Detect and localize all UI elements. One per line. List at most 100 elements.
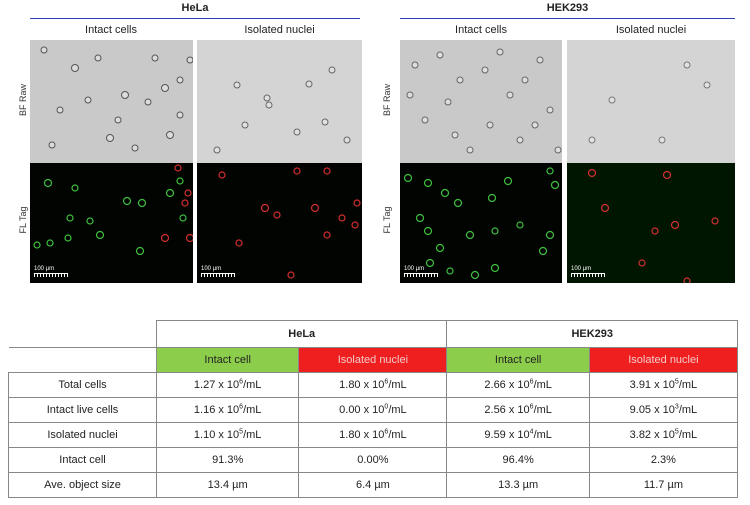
cell-exponent: 5 xyxy=(239,428,244,436)
cell-unit: /mL xyxy=(533,404,552,416)
cell-exponent: 6 xyxy=(239,378,244,386)
cell-value: 11.7 µm xyxy=(643,479,683,491)
row-label-bf-raw-left: BF Raw xyxy=(18,84,28,117)
fl-image-hek-intact: 100 µm xyxy=(400,163,562,283)
cell-exponent: 5 xyxy=(674,378,679,386)
cell-value: 0.00 x 10 xyxy=(339,404,385,416)
bf-cells xyxy=(40,46,193,152)
cell-value: 1.10 x 10 xyxy=(193,429,240,441)
fl-image-hela-intact: 100 µm xyxy=(30,163,193,283)
subheader-hek-nuclei: Isolated nuclei xyxy=(588,347,739,373)
bf-image-hek-intact xyxy=(400,40,562,163)
cell-value: 9.59 x 10 xyxy=(484,429,530,441)
table-group-header-row: HeLa HEK293 xyxy=(8,320,738,348)
cell-exponent: 5 xyxy=(674,428,679,436)
cell-unit: /mL xyxy=(533,379,552,391)
cell-exponent: 6 xyxy=(529,403,534,411)
table-cell: 13.4 µm xyxy=(155,472,300,498)
table-group-hela: HeLa xyxy=(155,320,448,348)
table-cell: 2.66 x 106/mL xyxy=(446,372,590,398)
table-row: Isolated nuclei 1.10 x 105/mL 1.80 x 106/m… xyxy=(8,422,739,448)
col-label-hela-nuclei: Isolated nuclei xyxy=(244,24,315,36)
bf-cells xyxy=(406,48,562,154)
cell-unit: /mL xyxy=(243,429,262,441)
table-cell: 2.56 x 106/mL xyxy=(446,397,590,423)
fl-image-hela-nuclei: 100 µm xyxy=(197,163,362,283)
cell-unit: /mL xyxy=(533,429,552,441)
scale-bar: 100 µm xyxy=(404,266,438,277)
row-label-fl-tag-right: FL Tag xyxy=(382,206,392,234)
cell-value: 9.05 x 10 xyxy=(629,404,675,416)
cell-value: 1.27 x 10 xyxy=(193,379,240,391)
cell-exponent: 6 xyxy=(529,378,534,386)
results-table: HeLa HEK293 Intact cell Isolated nuclei … xyxy=(8,320,739,498)
table-cell: 2.3% xyxy=(588,447,739,473)
scale-bar: 100 µm xyxy=(571,266,605,277)
table-cell: 11.7 µm xyxy=(588,472,739,498)
cell-exponent: 3 xyxy=(674,403,679,411)
table-row-label: Ave. object size xyxy=(8,472,157,498)
cell-exponent: 4 xyxy=(529,428,534,436)
cell-value: 3.91 x 10 xyxy=(629,379,675,391)
fl-image-hek-nuclei: 100 µm xyxy=(567,163,735,283)
cell-unit: /mL xyxy=(678,379,698,391)
cell-unit: /mL xyxy=(243,379,262,391)
table-row-label: Intact cell xyxy=(8,447,157,473)
cell-unit: /mL xyxy=(388,379,407,391)
cell-exponent: 6 xyxy=(239,403,244,411)
bf-image-hela-nuclei xyxy=(197,40,362,163)
table-row: Intact live cells 1.16 x 106/mL 0.00 x 100… xyxy=(8,397,739,423)
table-cell: 1.27 x 106/mL xyxy=(155,372,300,398)
subheader-hela-intact: Intact cell xyxy=(155,347,300,373)
cell-value: 3.82 x 10 xyxy=(629,429,675,441)
bf-nuclei xyxy=(588,61,711,144)
table-cell: 0.00 x 100/mL xyxy=(298,397,448,423)
group-underline-hela xyxy=(30,18,360,19)
table-corner-cell xyxy=(8,320,157,348)
cell-value: 2.3% xyxy=(650,454,676,466)
cell-unit: /mL xyxy=(388,429,407,441)
fl-nuclei xyxy=(587,168,719,283)
table-cell: 3.91 x 105/mL xyxy=(588,372,739,398)
cell-value: 96.4% xyxy=(502,454,534,466)
table-cell: 1.80 x 106/mL xyxy=(298,372,448,398)
fl-nuclei xyxy=(218,167,361,279)
table-cell: 1.10 x 105/mL xyxy=(155,422,300,448)
table-row-label: Isolated nuclei xyxy=(8,422,157,448)
cell-value: 2.56 x 10 xyxy=(484,404,530,416)
table-cell: 0.00% xyxy=(298,447,448,473)
table-row-label: Total cells xyxy=(8,372,157,398)
cell-value: 91.3% xyxy=(212,454,244,466)
table-cell: 96.4% xyxy=(446,447,590,473)
bf-nuclei xyxy=(213,66,351,154)
cell-unit: /mL xyxy=(388,404,407,416)
cell-value: 6.4 µm xyxy=(355,479,390,491)
table-group-hek293: HEK293 xyxy=(446,320,738,348)
table-cell: 9.59 x 104/mL xyxy=(446,422,590,448)
cell-value: 1.80 x 10 xyxy=(339,379,385,391)
cell-value: 13.3 µm xyxy=(498,479,539,491)
cell-unit: /mL xyxy=(243,404,262,416)
table-row: Total cells 1.27 x 106/mL 1.80 x 106/mL 2.6… xyxy=(8,372,739,398)
col-label-hek-nuclei: Isolated nuclei xyxy=(615,24,687,36)
cell-value: 1.16 x 10 xyxy=(193,404,240,416)
cell-value: 2.66 x 10 xyxy=(484,379,530,391)
table-cell: 3.82 x 105/mL xyxy=(588,422,739,448)
cell-value: 0.00% xyxy=(357,454,389,466)
table-corner-cell xyxy=(8,347,157,373)
table-cell: 91.3% xyxy=(155,447,300,473)
group-underline-hek293 xyxy=(400,18,735,19)
table-cell: 1.80 x 106/mL xyxy=(298,422,448,448)
scale-bar: 100 µm xyxy=(34,266,68,277)
subheader-hek-intact: Intact cell xyxy=(446,347,590,373)
subheader-hela-nuclei: Isolated nuclei xyxy=(298,347,448,373)
table-cell: 1.16 x 106/mL xyxy=(155,397,300,423)
row-label-fl-tag-left: FL Tag xyxy=(18,206,28,234)
table-row: Ave. object size 13.4 µm 6.4 µm 13.3 µm 11.7… xyxy=(8,472,739,498)
bf-image-hela-intact xyxy=(30,40,193,163)
table-row: Intact cell 91.3% 0.00% 96.4% 2.3% xyxy=(8,447,739,473)
fl-cells xyxy=(33,164,193,256)
col-label-hek-intact: Intact cells xyxy=(455,24,507,36)
table-cell: 9.05 x 103/mL xyxy=(588,397,739,423)
table-row-label: Intact live cells xyxy=(8,397,157,423)
